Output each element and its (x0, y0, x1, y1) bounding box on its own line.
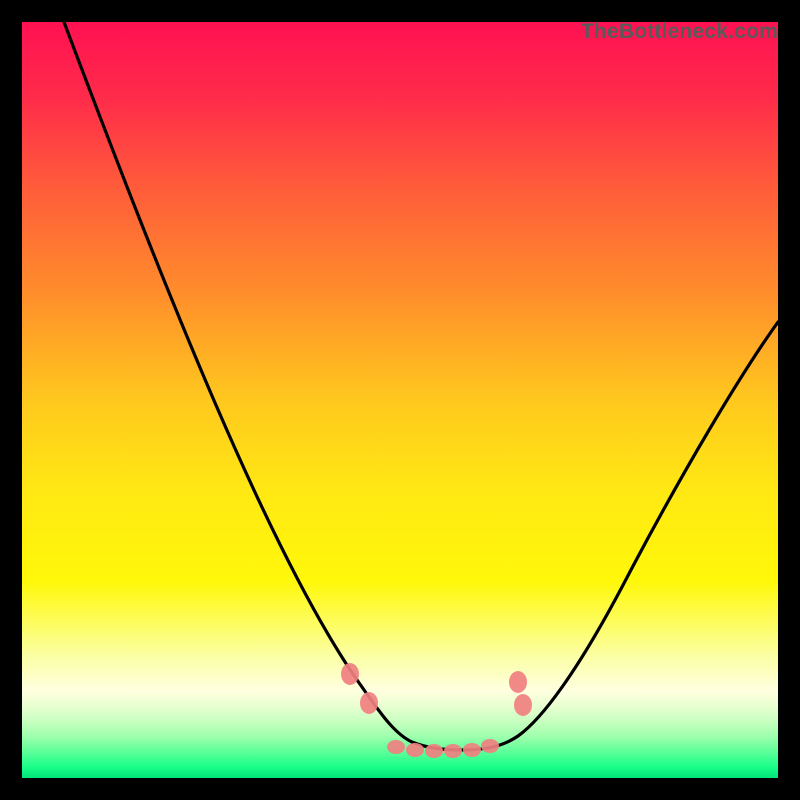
curve-marker (463, 743, 481, 757)
curve-marker (514, 694, 532, 716)
plot-area (22, 22, 778, 778)
curve-marker (425, 744, 443, 758)
curve-marker (341, 663, 359, 685)
watermark-text: TheBottleneck.com (581, 20, 778, 44)
curve-marker (444, 744, 462, 758)
bottleneck-curve (64, 22, 778, 750)
chart-frame: TheBottleneck.com (0, 0, 800, 800)
curve-marker (481, 739, 499, 753)
curve-marker (387, 740, 405, 754)
curve-layer (22, 22, 778, 778)
curve-marker (360, 692, 378, 714)
curve-marker (406, 743, 424, 757)
curve-marker (509, 671, 527, 693)
